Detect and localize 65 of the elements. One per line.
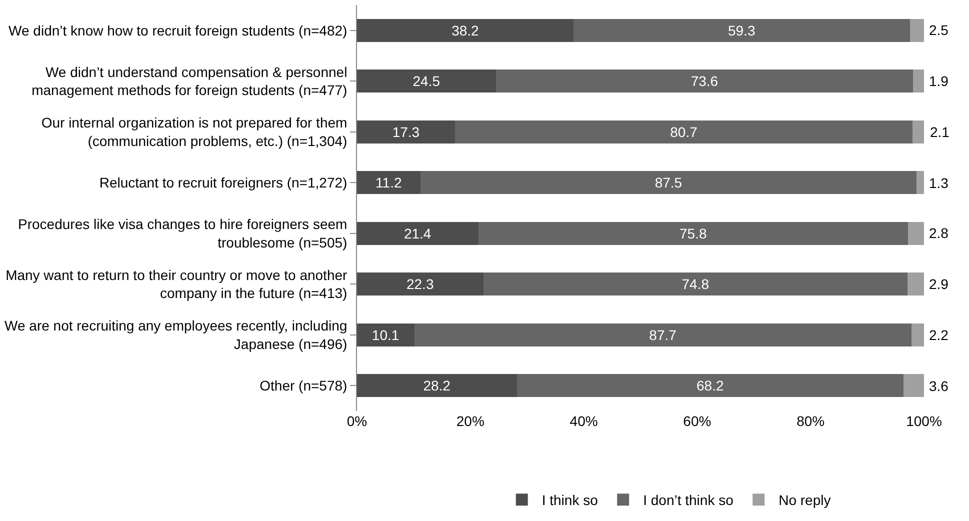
data-label: 1.9 [929,73,949,89]
y-tick-label: Many want to return to their country or move to another company in the future (n=413) [6,266,348,302]
data-label: 2.5 [929,22,949,38]
y-tick-label: Other (n=578) [260,378,348,394]
bar [420,171,917,194]
y-tick-label: We didn’t understand compensation & personnel management methods for foreign students (n=477) [32,64,348,98]
bar [913,70,924,93]
bar [455,120,913,144]
data-label: 2.2 [929,327,949,343]
data-label: 24.5 [412,73,440,90]
y-tick-label: We are not recruiting any employees recently, including Japanese (n=496) [4,318,348,352]
bar [516,374,904,398]
data-label: 73.6 [690,73,718,90]
legend-label: No reply [778,492,831,508]
bar [357,120,456,144]
data-label: 11.2 [376,174,402,191]
legend-label: I don’t think so [643,492,734,508]
bar [904,374,924,398]
bar [357,70,496,93]
bar [357,374,517,398]
data-label: 87.5 [654,174,682,191]
x-tick-label: 80% [796,413,825,429]
bar [478,222,908,245]
bar [483,272,908,296]
data-label: 17.3 [392,124,420,140]
bar [916,171,924,194]
data-label: 2.9 [929,276,949,292]
bar [912,323,924,346]
data-label: 10.1 [372,326,400,343]
data-label: 21.4 [404,225,432,242]
bar [357,323,414,346]
legend-label: I think so [542,492,598,508]
y-tick-label: Our internal organization is not prepared for them (communication problems, etc.) (n=1,304) [41,114,348,149]
y-tick-label: We didn’t know how to recruit foreign students (n=482) [8,22,348,38]
bar [414,323,912,346]
bar [496,70,914,93]
bar [908,272,924,296]
bar [357,171,420,194]
bar [357,272,484,296]
bar [357,222,478,245]
data-label: 1.3 [929,175,949,191]
data-label: 80.7 [670,124,698,140]
bar [912,120,924,144]
x-tick-label: 60% [683,413,712,429]
x-tick-label: 100% [906,413,942,429]
bar [574,18,910,42]
bar [910,18,924,42]
y-tick-label: Procedures like visa changes to hire foreigners seem troublesome (n=505) [18,216,348,250]
data-label: 28.2 [423,378,451,394]
data-label: 68.2 [696,378,724,394]
x-tick-label: 40% [570,413,598,429]
data-label: 2.8 [929,225,949,241]
data-label: 38.2 [452,22,480,38]
data-label: 87.7 [649,326,677,343]
bar [357,18,574,42]
x-tick-label: 0% [346,413,368,429]
data-label: 74.8 [682,276,710,292]
data-label: 59.3 [728,22,756,38]
data-label: 2.1 [930,124,950,140]
data-label: 22.3 [406,276,434,292]
x-tick-label: 20% [456,413,484,429]
data-label: 75.8 [680,225,707,242]
y-tick-label: Reluctant to recruit foreigners (n=1,272) [99,174,348,191]
data-label: 3.6 [929,378,949,394]
bar [908,222,924,245]
